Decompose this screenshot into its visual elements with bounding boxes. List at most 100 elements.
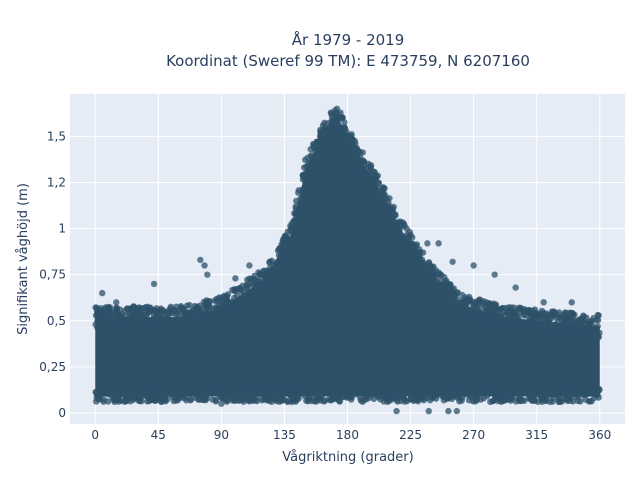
- data-point: [520, 397, 528, 405]
- data-point: [465, 385, 472, 393]
- data-point: [455, 300, 463, 307]
- data-point: [426, 275, 434, 283]
- data-point: [143, 319, 150, 326]
- outlier-point: [435, 240, 442, 247]
- data-point: [156, 321, 164, 328]
- data-point: [263, 386, 270, 394]
- data-point: [409, 240, 417, 248]
- data-point: [440, 286, 448, 294]
- data-point: [529, 318, 536, 325]
- data-point: [274, 389, 282, 397]
- data-point: [339, 393, 347, 400]
- data-point: [259, 272, 266, 279]
- data-point: [339, 126, 346, 133]
- data-point: [528, 392, 535, 400]
- data-point: [170, 324, 178, 332]
- outlier-point: [393, 407, 400, 415]
- data-point: [397, 397, 404, 405]
- data-point: [354, 147, 361, 154]
- data-point: [150, 316, 157, 323]
- y-tick-label: 0,25: [39, 360, 66, 374]
- data-point: [524, 321, 532, 329]
- data-point: [362, 173, 369, 180]
- data-point: [493, 305, 500, 312]
- data-point: [586, 330, 593, 338]
- data-point: [588, 317, 595, 325]
- data-point: [297, 195, 304, 202]
- data-point: [132, 393, 139, 401]
- outlier-point: [491, 271, 498, 278]
- data-point: [320, 398, 328, 405]
- data-point: [425, 393, 433, 400]
- outlier-point: [218, 400, 225, 407]
- data-point: [412, 247, 419, 255]
- data-point: [319, 138, 326, 146]
- data-point: [256, 386, 263, 393]
- x-tick-label: 90: [214, 428, 229, 442]
- data-point: [184, 388, 191, 395]
- data-point: [106, 306, 113, 313]
- data-point: [566, 395, 573, 402]
- data-point: [447, 294, 455, 302]
- data-point: [497, 392, 505, 399]
- data-point: [393, 390, 400, 397]
- outlier-point: [113, 299, 120, 306]
- data-point: [499, 397, 506, 405]
- data-point: [406, 228, 413, 236]
- data-point: [203, 304, 210, 311]
- outlier-point: [470, 262, 477, 269]
- data-point: [396, 384, 403, 391]
- y-tick-label: 0,75: [39, 268, 66, 282]
- outlier-point: [232, 275, 239, 282]
- data-point: [502, 309, 510, 316]
- x-tick-label: 180: [336, 428, 359, 442]
- x-tick-label: 270: [462, 428, 485, 442]
- data-point: [277, 252, 285, 259]
- data-point: [248, 386, 256, 393]
- data-point: [337, 114, 345, 121]
- data-point: [320, 127, 327, 134]
- data-point: [470, 314, 478, 322]
- data-point: [338, 385, 345, 392]
- outlier-point: [424, 240, 431, 247]
- x-axis-title: Vågriktning (grader): [282, 450, 413, 465]
- data-point: [183, 397, 190, 404]
- data-point: [163, 391, 170, 398]
- data-points: [92, 105, 603, 415]
- data-point: [403, 234, 411, 242]
- data-point: [236, 385, 243, 392]
- data-point: [485, 300, 493, 307]
- data-point: [360, 158, 368, 165]
- data-point: [347, 146, 354, 153]
- data-point: [166, 323, 173, 331]
- data-point: [480, 298, 487, 305]
- data-point: [179, 323, 186, 331]
- data-point: [572, 393, 580, 401]
- data-point: [533, 311, 540, 319]
- data-point: [459, 306, 467, 313]
- data-point: [223, 297, 230, 304]
- data-point: [169, 393, 177, 401]
- data-point: [384, 393, 391, 400]
- data-point: [152, 310, 160, 317]
- data-point: [100, 315, 107, 322]
- data-point: [493, 388, 500, 395]
- data-point: [513, 387, 520, 395]
- data-point: [254, 287, 261, 294]
- data-point: [368, 387, 376, 394]
- data-point: [375, 179, 382, 187]
- data-point: [357, 385, 365, 393]
- data-point: [232, 287, 239, 294]
- data-point: [578, 327, 585, 334]
- data-point: [302, 384, 310, 391]
- data-point: [198, 396, 206, 404]
- data-point: [106, 316, 114, 324]
- data-point: [121, 320, 129, 328]
- data-point: [301, 392, 308, 400]
- data-point: [288, 224, 295, 232]
- data-point: [102, 321, 109, 329]
- data-point: [442, 385, 449, 392]
- data-point: [489, 397, 497, 405]
- x-tick-label: 315: [525, 428, 548, 442]
- x-tick-labels: 0 45 90 135 180 225 270 315 360: [91, 428, 611, 442]
